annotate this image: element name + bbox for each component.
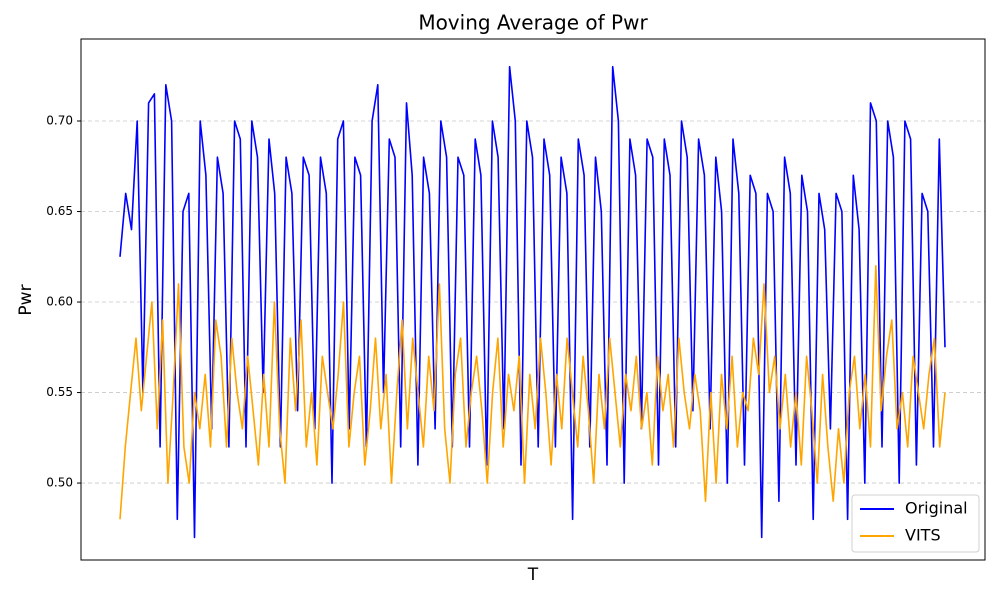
legend-label: Original [905,499,968,518]
line-series [119,65,946,539]
plot-frame [80,38,986,561]
legend: Original VITS [851,494,980,553]
legend-label: VITS [905,526,941,545]
y-axis-label: Pwr [16,284,36,315]
x-axis-label: T [527,565,539,585]
line-series [119,264,946,520]
y-tick-label: 0.65 [46,204,73,218]
y-tick-label: 0.50 [46,476,73,490]
y-tick-label: 0.70 [46,114,73,128]
y-tick-label: 0.55 [46,385,73,399]
chart-title: Moving Average of Pwr [418,11,648,35]
y-tick-label: 0.60 [46,295,73,309]
